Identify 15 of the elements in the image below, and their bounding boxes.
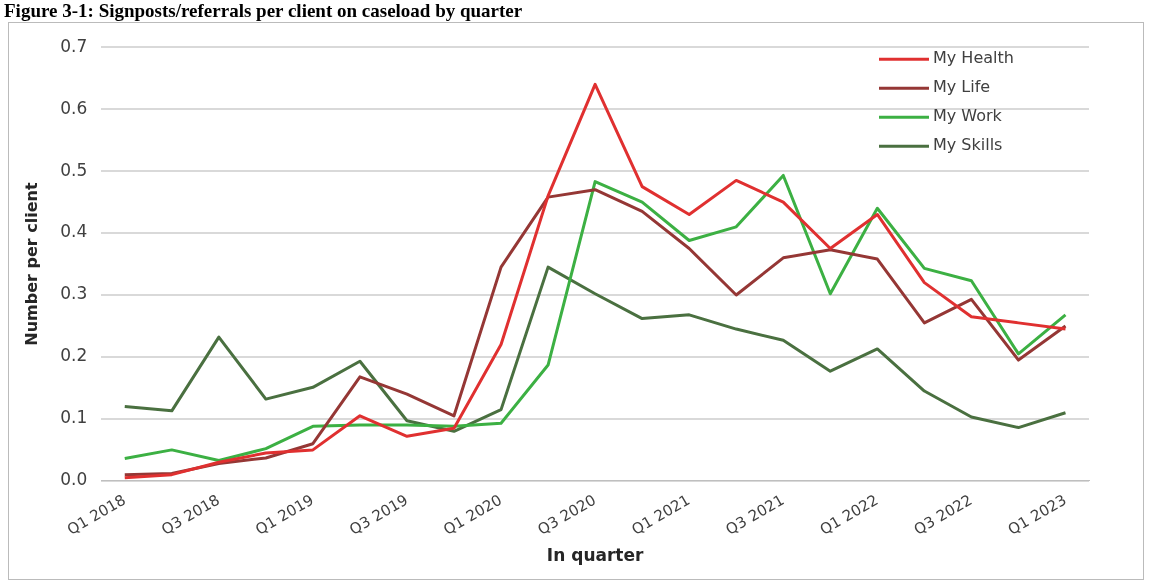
legend-label: My Skills xyxy=(933,135,1003,155)
legend-label: My Work xyxy=(933,106,1003,126)
y-axis-title: Number per client xyxy=(21,182,41,346)
y-tick-label: 0.3 xyxy=(60,283,88,304)
y-tick-label: 0.0 xyxy=(60,469,88,490)
y-tick-label: 0.5 xyxy=(60,159,88,180)
y-tick-label: 0.6 xyxy=(60,97,88,118)
y-tick-label: 0.4 xyxy=(60,221,88,242)
y-tick-label: 0.2 xyxy=(60,345,88,366)
x-axis-title: In quarter xyxy=(546,545,644,566)
y-tick-label: 0.7 xyxy=(60,35,88,56)
chart-title: Figure 3-1: Signposts/referrals per client on caseload by quarter xyxy=(4,0,523,22)
y-tick-label: 0.1 xyxy=(60,407,88,428)
legend-label: My Health xyxy=(933,48,1014,68)
legend-label: My Life xyxy=(933,77,991,97)
